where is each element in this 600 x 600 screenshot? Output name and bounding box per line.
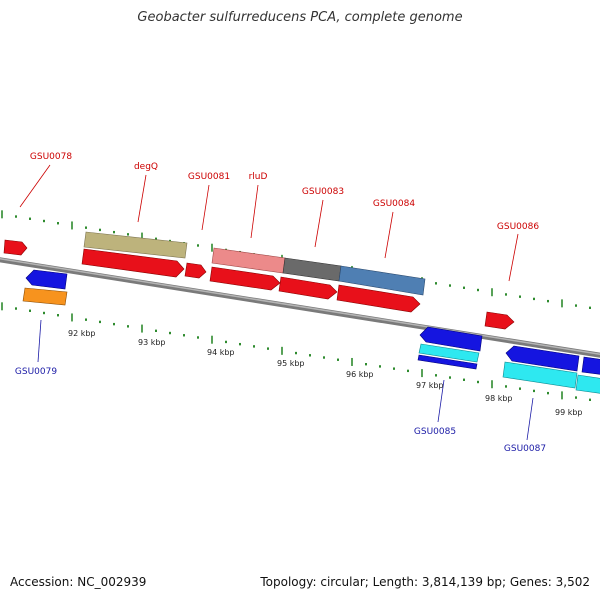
kbp-label-97: 97 kbp — [416, 381, 444, 390]
gene-label-GSU0086[interactable]: GSU0086 — [497, 222, 539, 232]
gene-feature-GSU0088-shaded[interactable] — [575, 374, 600, 394]
gene-feature-GSU0085-shaded[interactable] — [418, 343, 480, 363]
gene-arrow-rluD[interactable] — [278, 276, 338, 300]
gene-label-GSU0087[interactable]: GSU0087 — [504, 444, 546, 454]
leader-GSU0081 — [201, 184, 210, 231]
gene-label-GSU0083[interactable]: GSU0083 — [302, 187, 344, 197]
bottom-label-leaders — [37, 319, 534, 441]
gene-arrow-degQ[interactable] — [81, 248, 185, 278]
gene-feature-GSU0087-shaded[interactable] — [502, 361, 578, 389]
gene-label-degQ[interactable]: degQ — [134, 162, 158, 172]
leader-GSU0087 — [526, 397, 534, 441]
leader-GSU0085 — [437, 379, 445, 423]
forward-features — [3, 231, 515, 330]
kbp-label-94: 94 kbp — [207, 348, 235, 357]
gene-feature-rluD-shaded[interactable] — [282, 257, 342, 282]
kbp-label-93: 93 kbp — [138, 338, 166, 347]
gene-label-GSU0079[interactable]: GSU0079 — [15, 367, 57, 377]
gene-label-GSU0081[interactable]: GSU0081 — [188, 172, 230, 182]
gene-arrow-GSU0086[interactable] — [484, 311, 515, 330]
accession-text: Accession: NC_002939 — [10, 575, 147, 589]
gene-arrow-GSU0085[interactable] — [419, 326, 483, 352]
kbp-label-96: 96 kbp — [346, 370, 374, 379]
kbp-label-98: 98 kbp — [485, 394, 513, 403]
kbp-label-99: 99 kbp — [555, 408, 583, 417]
gene-arrow-GSU0087[interactable] — [505, 345, 580, 372]
gene-label-rluD[interactable]: rluD — [249, 172, 268, 182]
gene-arrow-GSU0078[interactable] — [3, 239, 28, 256]
gene-arrow-GSU0088[interactable] — [581, 356, 600, 375]
reverse-features — [22, 269, 600, 394]
gene-feature-GSU0084-shaded[interactable] — [338, 265, 426, 296]
genome-backbone — [0, 257, 600, 358]
gene-feature-GSU0085-lower[interactable] — [417, 354, 478, 370]
gene-feature-degQ-shaded[interactable] — [83, 231, 188, 259]
leader-GSU0084 — [384, 211, 394, 259]
gene-arrow-GSU0084[interactable] — [336, 284, 421, 313]
leader-degQ — [137, 174, 147, 223]
gene-label-GSU0078[interactable]: GSU0078 — [30, 152, 72, 162]
kbp-label-92: 92 kbp — [68, 329, 96, 338]
genome-summary-text: Topology: circular; Length: 3,814,139 bp… — [260, 575, 590, 589]
gene-arrow-GSU0079[interactable] — [25, 269, 68, 290]
gene-label-GSU0084[interactable]: GSU0084 — [373, 199, 415, 209]
top-label-leaders — [19, 164, 519, 282]
leader-GSU0078 — [19, 164, 51, 208]
leader-GSU0083 — [314, 199, 324, 248]
kbp-label-95: 95 kbp — [277, 359, 305, 368]
leader-GSU0079 — [37, 319, 42, 363]
gene-arrow-GSU0080[interactable] — [184, 262, 207, 279]
gene-label-GSU0085[interactable]: GSU0085 — [414, 427, 456, 437]
leader-GSU0086 — [508, 233, 519, 282]
map-title: Geobacter sulfurreducens PCA, complete g… — [137, 10, 463, 25]
gene-feature-GSU0079-shaded[interactable] — [22, 287, 68, 306]
genome-backbone-highlight — [0, 258, 600, 355]
leader-rluD — [250, 184, 259, 239]
bottom-tick-row — [1, 302, 591, 402]
gene-arrow-GSU0081[interactable] — [209, 266, 281, 291]
